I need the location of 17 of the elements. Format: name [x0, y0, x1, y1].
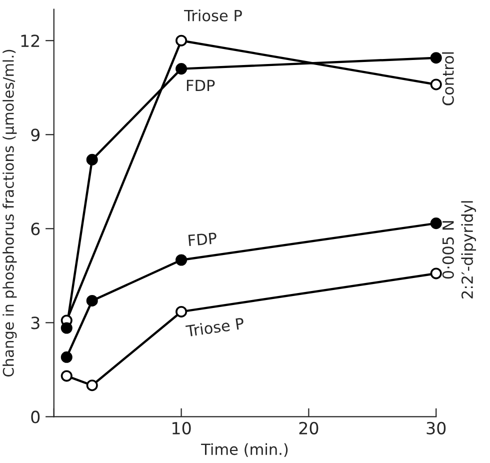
y-tick-label: 0	[31, 410, 40, 424]
y-tick-label: 12	[21, 34, 40, 47]
text: 2:2′-dipyridyl	[461, 201, 476, 298]
series-label: FDP	[186, 80, 215, 92]
y-tick-label: 9	[31, 128, 40, 142]
x-axis-title: Time (min.)	[201, 443, 288, 457]
x-tick-label: 20	[299, 422, 318, 434]
series-label: FDP	[188, 232, 217, 246]
text: 0·005 N	[442, 221, 454, 279]
series-label: Triose P	[184, 10, 242, 22]
text: Triose P	[185, 317, 244, 337]
x-tick-label: 30	[426, 422, 446, 434]
y-axis-title: Change in phosphorus fractions (μmoles/ml.)	[2, 50, 17, 377]
x-tick-label: 10	[172, 422, 191, 434]
text: Control	[442, 52, 454, 106]
y-tick-label: 3	[31, 316, 40, 330]
y-tick-label: 6	[31, 222, 40, 236]
